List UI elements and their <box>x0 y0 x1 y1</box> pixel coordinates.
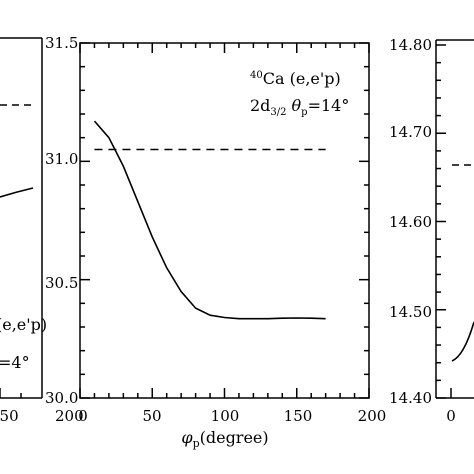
left-panel-annotation-1: (e,e'p) <box>0 315 47 334</box>
middle-panel-ticks <box>79 42 370 399</box>
middle-panel-ytick-label-30-0: 30.0 <box>45 389 78 407</box>
right-panel-ytick-label-14-60: 14.60 <box>389 213 432 231</box>
right-panel: 14.40 14.50 14.60 14.70 14.80 0 <box>389 36 474 425</box>
right-panel-ytick-label-14-40: 14.40 <box>389 389 432 407</box>
middle-panel-ytick-label-31-5: 31.5 <box>45 34 78 52</box>
left-panel-solid-curve <box>0 187 34 198</box>
middle-panel-xtick-label-150: 150 <box>284 407 313 425</box>
middle-panel-x-axis-label: φp(degree) <box>181 428 268 450</box>
middle-panel-annotation-line1: 40Ca (e,e'p) <box>250 69 341 88</box>
right-panel-ytick-label-14-70: 14.70 <box>389 123 432 141</box>
right-panel-xtick-label-0: 0 <box>446 407 456 425</box>
middle-panel-xtick-label-200: 200 <box>358 407 387 425</box>
middle-panel: 30.0 30.5 31.0 31.5 0 50 100 150 200 40C… <box>45 34 386 450</box>
middle-panel-ytick-label-31-0: 31.0 <box>45 150 78 168</box>
middle-panel-xtick-label-50: 50 <box>142 407 161 425</box>
left-panel-annotation-2: =4° <box>0 353 30 372</box>
right-panel-ytick-label-14-80: 14.80 <box>389 36 432 54</box>
middle-panel-xtick-label-100: 100 <box>211 407 240 425</box>
left-panel-xtick-label-200: 200 <box>55 407 84 425</box>
right-panel-solid-curve <box>451 321 474 362</box>
middle-panel-xtick-label-0: 0 <box>78 407 88 425</box>
right-panel-ytick-label-14-50: 14.50 <box>389 303 432 321</box>
middle-panel-solid-curve <box>93 120 326 320</box>
left-panel-xtick-label-150: 150 <box>0 407 19 425</box>
right-panel-ticks <box>436 44 452 399</box>
middle-panel-annotation-line2: 2d3/2 θp=14° <box>250 96 349 118</box>
left-panel: (e,e'p) =4° 150 200 <box>0 37 84 425</box>
middle-panel-ytick-label-30-5: 30.5 <box>45 274 78 292</box>
